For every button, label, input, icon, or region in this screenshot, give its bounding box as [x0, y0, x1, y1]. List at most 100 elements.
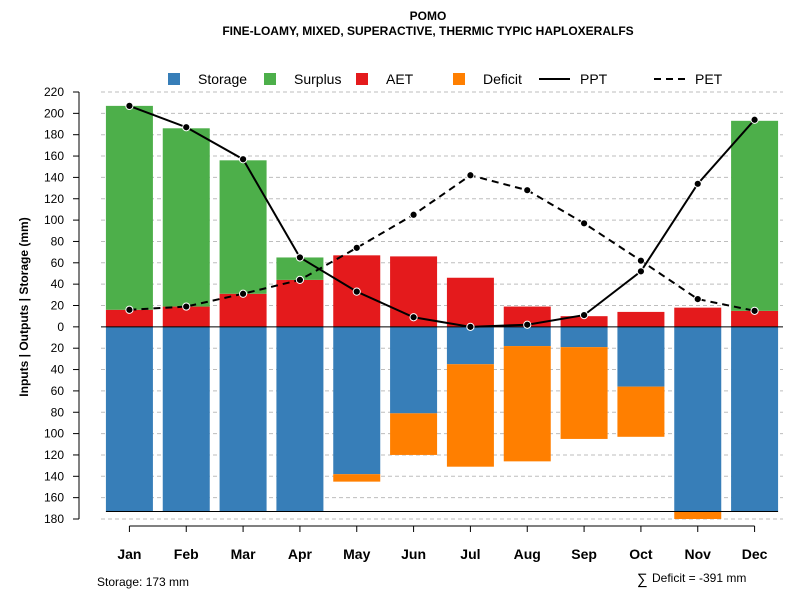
storage-bar-dec [731, 326, 779, 512]
pet-point-apr [295, 275, 305, 284]
aet-bar-apr [276, 279, 324, 327]
x-tick-label-oct: Oct [629, 546, 653, 562]
legend-swatch-storage [168, 73, 180, 85]
y-tick-label: 80 [51, 405, 65, 419]
legend-swatch-deficit [453, 73, 465, 85]
ppt-point-may [352, 287, 361, 296]
legend-label-surplus: Surplus [294, 71, 341, 87]
x-tick-label-may: May [343, 546, 370, 562]
ppt-point-jul [466, 322, 475, 331]
pet-point-mar [238, 289, 248, 298]
storage-bar-may [333, 326, 381, 475]
y-tick-label: 140 [44, 469, 64, 483]
pet-point-oct [636, 256, 646, 265]
surplus-bar-jan [105, 105, 153, 310]
y-tick-label: 180 [44, 512, 64, 526]
y-tick-label: 200 [44, 106, 64, 120]
storage-annotation: Storage: 173 mm [97, 575, 189, 589]
legend: Storage Surplus AET Deficit PPT PET [168, 71, 723, 87]
deficit-bar-jul [446, 364, 494, 467]
ppt-point-oct [636, 267, 646, 276]
y-tick-label: 120 [44, 448, 64, 462]
legend-label-pet: PET [695, 71, 723, 87]
x-tick-label-apr: Apr [288, 546, 313, 562]
x-tick-label-jun: Jun [401, 546, 426, 562]
legend-label-ppt: PPT [580, 71, 608, 87]
x-tick-label-nov: Nov [685, 546, 712, 562]
y-tick-label: 100 [44, 427, 64, 441]
x-tick-label-jul: Jul [460, 546, 480, 562]
chart-subtitle: FINE-LOAMY, MIXED, SUPERACTIVE, THERMIC … [222, 24, 633, 38]
x-tick-label-mar: Mar [231, 546, 256, 562]
aet-bar-jan [105, 309, 153, 327]
storage-bar-oct [617, 326, 665, 387]
legend-swatch-aet [356, 73, 368, 85]
x-tick-label-sep: Sep [571, 546, 597, 562]
storage-bar-apr [276, 326, 324, 512]
y-tick-label: 140 [44, 170, 64, 184]
aet-bar-dec [731, 310, 779, 327]
storage-bar-jun [390, 326, 438, 414]
x-tick-label-jan: Jan [117, 546, 141, 562]
storage-bar-jan [105, 326, 153, 512]
aet-bar-mar [219, 293, 267, 327]
y-tick-label: 100 [44, 213, 64, 227]
y-tick-label: 40 [51, 277, 65, 291]
y-tick-label: 220 [44, 85, 64, 99]
y-tick-label: 80 [51, 234, 65, 248]
pet-point-aug [523, 186, 532, 195]
pet-point-jan [125, 305, 134, 314]
ppt-point-mar [238, 155, 248, 164]
axes: 2202001801601401201008060402002040608010… [44, 85, 768, 562]
storage-bar-aug [503, 326, 551, 347]
deficit-bar-oct [617, 386, 665, 437]
legend-label-deficit: Deficit [483, 71, 522, 87]
ppt-point-aug [523, 320, 532, 329]
surplus-bar-dec [731, 120, 779, 311]
gridlines [101, 91, 783, 520]
x-tick-label-aug: Aug [514, 546, 541, 562]
surplus-bar-feb [162, 128, 210, 307]
deficit-sum-symbol: ∑ [637, 571, 648, 588]
pet-point-feb [182, 302, 191, 311]
ppt-point-feb [182, 123, 191, 132]
legend-item-aet: AET [356, 71, 414, 87]
x-tick-label-dec: Dec [742, 546, 768, 562]
y-tick-label: 20 [51, 299, 65, 313]
y-tick-label: 180 [44, 128, 64, 142]
pet-point-jun [409, 210, 418, 219]
chart-title: POMO [410, 9, 447, 23]
legend-item-deficit: Deficit [453, 71, 522, 87]
storage-bar-mar [219, 326, 267, 512]
ppt-point-apr [295, 253, 305, 262]
legend-label-storage: Storage [198, 71, 247, 87]
legend-item-ppt: PPT [539, 71, 608, 87]
ppt-point-jun [409, 313, 418, 322]
ppt-line [129, 104, 756, 328]
x-tick-label-feb: Feb [174, 546, 199, 562]
legend-item-surplus: Surplus [264, 71, 341, 87]
storage-bar-feb [162, 326, 210, 512]
aet-bar-oct [617, 311, 665, 327]
y-tick-label: 40 [51, 363, 65, 377]
storage-bar-jul [446, 326, 494, 365]
y-tick-label: 0 [57, 320, 64, 334]
storage-bar-sep [560, 326, 608, 348]
pet-point-nov [693, 294, 702, 304]
legend-item-pet: PET [654, 71, 723, 87]
deficit-bar-nov [674, 511, 722, 519]
pet-point-dec [750, 306, 759, 315]
series-lines [125, 101, 759, 331]
storage-bar-nov [674, 326, 722, 512]
bars [101, 105, 783, 519]
legend-label-aet: AET [386, 71, 414, 87]
deficit-bar-aug [503, 346, 551, 462]
surplus-bar-mar [219, 160, 267, 294]
pet-line [129, 174, 755, 312]
aet-bar-jul [446, 277, 494, 327]
legend-swatch-surplus [264, 73, 276, 85]
deficit-bar-may [333, 474, 381, 482]
ppt-point-dec [750, 115, 759, 124]
aet-bar-nov [674, 307, 722, 327]
